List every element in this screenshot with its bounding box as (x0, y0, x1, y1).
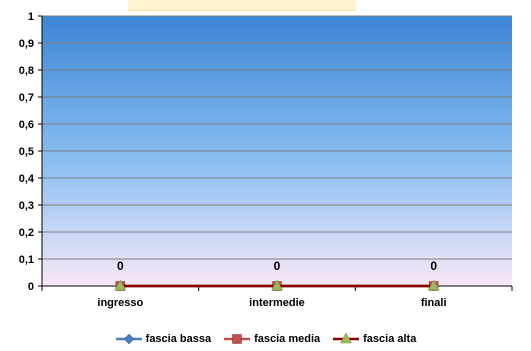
chart-title-box (128, 0, 356, 11)
data-point-marker (271, 279, 283, 291)
data-labels: 0 0 0 (117, 259, 437, 273)
y-tick-label: 0,5 (19, 146, 34, 158)
y-tick-label: 0 (28, 281, 34, 293)
legend-item: fascia alta (332, 333, 416, 345)
y-tick-label: 0,9 (19, 38, 34, 50)
legend-item: fascia bassa (115, 333, 211, 345)
x-tick-label: ingresso (97, 297, 143, 309)
legend-label: fascia media (254, 333, 321, 345)
data-label: 0 (274, 259, 281, 273)
legend-marker (232, 334, 242, 344)
y-tick-label: 0,4 (19, 173, 35, 185)
legend-label: fascia alta (363, 333, 417, 345)
x-tick-label: intermedie (249, 297, 305, 309)
x-tick-label: finali (421, 297, 447, 309)
legend-label: fascia bassa (145, 333, 212, 345)
legend-item: fascia media (223, 333, 320, 345)
legend-marker (340, 333, 353, 344)
y-tick-label: 0,2 (19, 227, 34, 239)
legend-marker (123, 333, 135, 345)
legend-swatch (224, 334, 251, 344)
gridlines (42, 15, 512, 260)
y-tick-label: 0,8 (19, 65, 34, 77)
y-tick-label: 0,6 (19, 119, 34, 131)
legend: fascia bassa fascia media fascia alta (0, 333, 531, 345)
series-layer (114, 279, 440, 292)
y-tick-label: 0,1 (19, 254, 34, 266)
data-point-marker (427, 279, 440, 291)
y-tick-label: 1 (28, 11, 34, 23)
data-label: 0 (117, 259, 124, 273)
data-point-marker (114, 279, 127, 291)
tick-labels: 0 0,1 0,2 0,3 0,4 0,5 0,6 0,7 0,8 0,9 1 ingresso int… (19, 11, 447, 309)
series-fascia-alta (114, 279, 440, 291)
data-label: 0 (430, 259, 437, 273)
legend-swatch (115, 333, 142, 345)
legend-swatch (333, 333, 360, 344)
y-tick-label: 0,7 (19, 92, 34, 104)
y-tick-label: 0,3 (19, 200, 34, 212)
